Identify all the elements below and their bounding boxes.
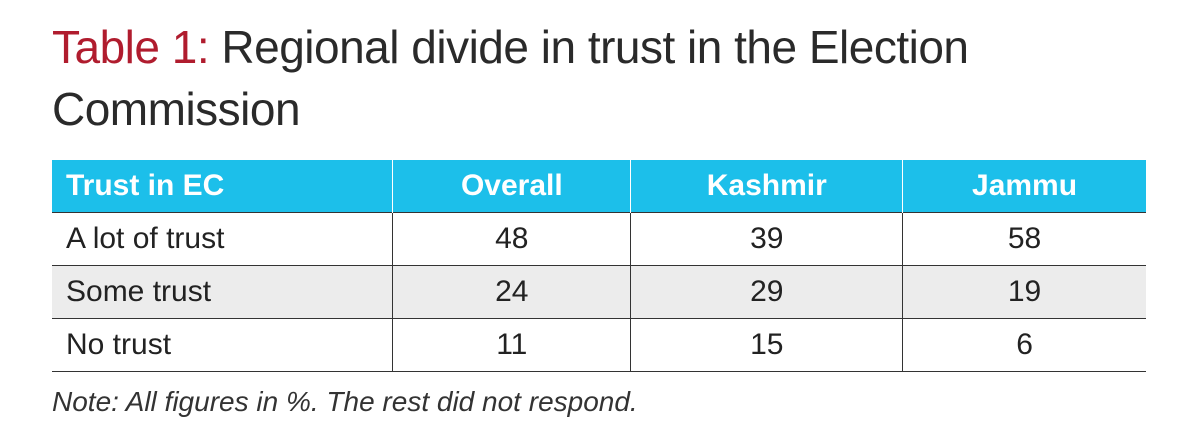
note: Note: All figures in %. The rest did not…: [52, 386, 638, 417]
column-header: Trust in EC: [52, 160, 393, 213]
cell: 29: [630, 265, 903, 319]
column-header: Kashmir: [630, 160, 903, 213]
row-label: Some trust: [52, 265, 393, 319]
column-header: Overall: [392, 160, 631, 213]
cell: 48: [392, 212, 631, 266]
cell: 39: [630, 212, 903, 266]
title-label: Table 1:: [52, 21, 210, 73]
table-row: A lot of trust 48 39 58: [52, 212, 1146, 266]
row-label: A lot of trust: [52, 212, 393, 266]
cell: 24: [392, 265, 631, 319]
header-row: Trust in EC Overall Kashmir Jammu: [52, 160, 1146, 213]
cell: 6: [902, 318, 1146, 372]
column-header: Jammu: [902, 160, 1146, 213]
table: Trust in EC Overall Kashmir Jammu A lot of …: [52, 160, 1146, 372]
title-text: Regional divide in trust in the Election…: [52, 21, 969, 135]
table-row: No trust 11 15 6: [52, 318, 1146, 372]
table-body: A lot of trust 48 39 58 Some trust 24 29 19 No t…: [52, 212, 1146, 372]
cell: 11: [392, 318, 631, 372]
cell: 19: [902, 265, 1146, 319]
row-label: No trust: [52, 318, 393, 372]
title: Table 1: Regional divide in trust in the…: [52, 16, 992, 140]
table-row: Some trust 24 29 19: [52, 265, 1146, 319]
cell: 15: [630, 318, 903, 372]
cell: 58: [902, 212, 1146, 266]
